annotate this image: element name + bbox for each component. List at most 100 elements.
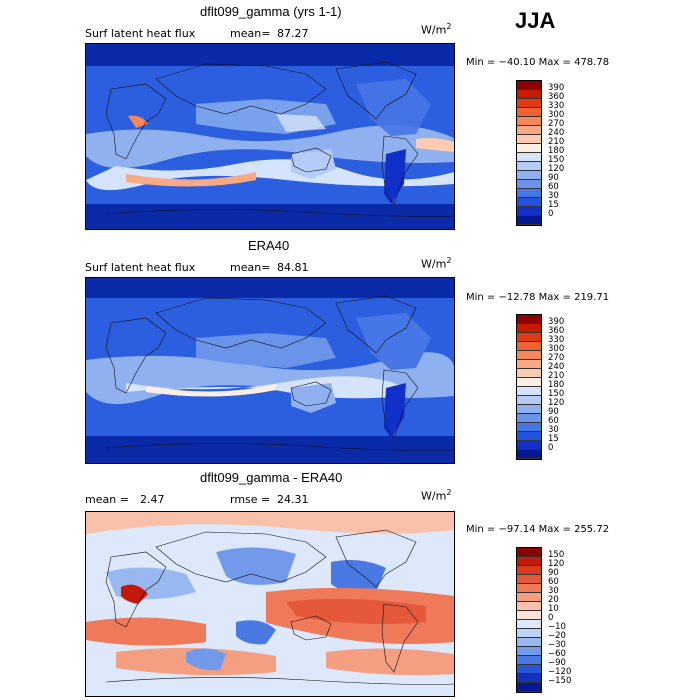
colorbar-swatch xyxy=(517,566,541,575)
colorbar-swatch xyxy=(517,180,541,189)
colorbar-tick-label: 210 xyxy=(548,137,565,147)
colorbar-swatch xyxy=(517,548,541,557)
panel-3-minmax: Min = −97.14 Max = 255.72 xyxy=(466,524,610,535)
colorbar-swatch xyxy=(517,207,541,216)
panel-1-title: dflt099_gamma (yrs 1-1) xyxy=(200,4,342,19)
colorbar-tick-label: 330 xyxy=(548,335,565,345)
colorbar-tick-label: 240 xyxy=(548,362,565,372)
colorbar-tick-label: −20 xyxy=(548,631,566,641)
panel-1-mean-label: mean= xyxy=(230,27,271,40)
colorbar-tick-label: 120 xyxy=(548,164,565,174)
panel-2-colorbar xyxy=(516,314,542,460)
colorbar-tick-label: 30 xyxy=(548,425,559,435)
colorbar-swatch xyxy=(517,387,541,396)
colorbar-swatch xyxy=(517,90,541,99)
panel-1-variable-label: Surf latent heat flux xyxy=(85,27,196,40)
colorbar-swatch xyxy=(517,674,541,683)
colorbar-swatch xyxy=(517,99,541,108)
colorbar-swatch xyxy=(517,81,541,90)
panel-3-map xyxy=(85,511,455,697)
colorbar-tick-label: 120 xyxy=(548,398,565,408)
colorbar-swatch xyxy=(517,593,541,602)
panel-2-map xyxy=(85,277,455,464)
colorbar-tick-label: 0 xyxy=(548,209,554,219)
colorbar-swatch xyxy=(517,162,541,171)
season-label: JJA xyxy=(515,8,556,33)
colorbar-tick-label: 15 xyxy=(548,434,559,444)
colorbar-tick-label: 210 xyxy=(548,371,565,381)
colorbar-tick-label: −10 xyxy=(548,622,566,632)
colorbar-swatch xyxy=(517,441,541,450)
panel-3-units: W/m2 xyxy=(421,488,452,503)
colorbar-swatch xyxy=(517,656,541,665)
colorbar-tick-label: 180 xyxy=(548,380,565,390)
colorbar-swatch xyxy=(517,369,541,378)
panel-2-mean-label: mean= xyxy=(230,261,271,274)
colorbar-tick-label: −60 xyxy=(548,649,566,659)
colorbar-tick-label: 330 xyxy=(548,101,565,111)
colorbar-swatch xyxy=(517,351,541,360)
colorbar-tick-label: 30 xyxy=(548,191,559,201)
colorbar-tick-label: 180 xyxy=(548,146,565,156)
colorbar-swatch xyxy=(517,315,541,324)
colorbar-tick-label: 20 xyxy=(548,595,559,605)
panel-3-mean-value: 2.47 xyxy=(140,493,165,506)
colorbar-swatch xyxy=(517,629,541,638)
colorbar-tick-label: 150 xyxy=(548,155,565,165)
colorbar-swatch xyxy=(517,396,541,405)
colorbar-tick-label: 60 xyxy=(548,416,559,426)
colorbar-tick-label: 0 xyxy=(548,443,554,453)
panel-2-minmax: Min = −12.78 Max = 219.71 xyxy=(466,292,610,303)
colorbar-swatch xyxy=(517,135,541,144)
colorbar-swatch xyxy=(517,611,541,620)
colorbar-swatch xyxy=(517,126,541,135)
colorbar-swatch xyxy=(517,342,541,351)
colorbar-swatch xyxy=(517,683,541,692)
panel-2-title: ERA40 xyxy=(248,238,290,253)
colorbar-swatch xyxy=(517,423,541,432)
colorbar-tick-label: 120 xyxy=(548,559,565,569)
colorbar-tick-label: −150 xyxy=(548,676,572,686)
colorbar-swatch xyxy=(517,602,541,611)
colorbar-tick-label: 10 xyxy=(548,604,559,614)
colorbar-swatch xyxy=(517,189,541,198)
panel-2-mean-value: 84.81 xyxy=(277,261,309,274)
colorbar-swatch xyxy=(517,575,541,584)
colorbar-swatch xyxy=(517,647,541,656)
colorbar-tick-label: 300 xyxy=(548,110,565,120)
colorbar-tick-label: 360 xyxy=(548,326,565,336)
panel-3-mean-label: mean = xyxy=(85,493,129,506)
colorbar-tick-label: 270 xyxy=(548,353,565,363)
colorbar-tick-label: 240 xyxy=(548,128,565,138)
colorbar-tick-label: 150 xyxy=(548,550,565,560)
colorbar-tick-label: −30 xyxy=(548,640,566,650)
colorbar-tick-label: 360 xyxy=(548,92,565,102)
panel-1-units: W/m2 xyxy=(421,22,452,37)
panel-2-units: W/m2 xyxy=(421,256,452,271)
colorbar-swatch xyxy=(517,144,541,153)
colorbar-tick-label: 300 xyxy=(548,344,565,354)
colorbar-tick-label: 15 xyxy=(548,200,559,210)
colorbar-swatch xyxy=(517,405,541,414)
colorbar-swatch xyxy=(517,414,541,423)
panel-1-colorbar xyxy=(516,80,542,226)
colorbar-tick-label: 390 xyxy=(548,83,565,93)
colorbar-tick-label: 0 xyxy=(548,613,554,623)
colorbar-swatch xyxy=(517,153,541,162)
colorbar-swatch xyxy=(517,117,541,126)
colorbar-swatch xyxy=(517,324,541,333)
colorbar-swatch xyxy=(517,450,541,459)
colorbar-swatch xyxy=(517,108,541,117)
colorbar-swatch xyxy=(517,638,541,647)
panel-1-minmax: Min = −40.10 Max = 478.78 xyxy=(466,57,610,68)
colorbar-swatch xyxy=(517,432,541,441)
colorbar-tick-label: 390 xyxy=(548,317,565,327)
colorbar-tick-label: 90 xyxy=(548,173,559,183)
colorbar-tick-label: 90 xyxy=(548,407,559,417)
colorbar-swatch xyxy=(517,620,541,629)
colorbar-swatch xyxy=(517,216,541,225)
colorbar-tick-label: −90 xyxy=(548,658,566,668)
panel-3-title: dflt099_gamma - ERA40 xyxy=(200,470,343,485)
colorbar-swatch xyxy=(517,557,541,566)
colorbar-swatch xyxy=(517,333,541,342)
